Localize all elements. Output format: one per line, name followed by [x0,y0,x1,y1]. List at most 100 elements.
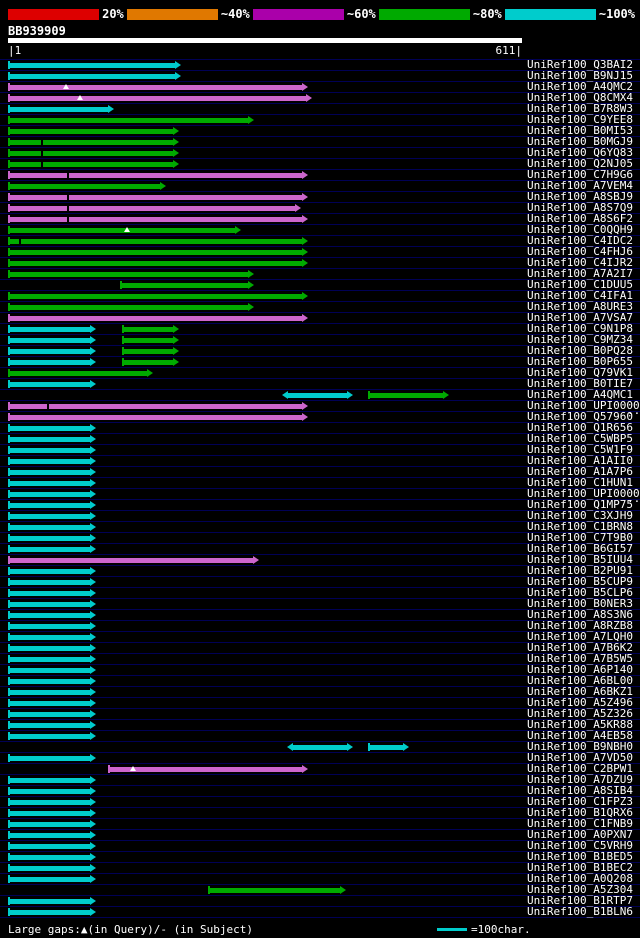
hit-label[interactable]: UniRef100_A7A2I7 [527,267,633,280]
hit-label[interactable]: UniRef100_B0MI53 [527,124,633,137]
hit-label[interactable]: UniRef100_A5KR88 [527,718,633,731]
hit-bar-segment[interactable] [8,181,167,191]
hit-label[interactable]: UniRef100_Q2NJ05 [527,157,633,170]
hit-bar-segment[interactable] [8,445,96,455]
hit-bar-segment[interactable] [8,665,96,675]
hit-bar-segment[interactable] [8,434,96,444]
hit-label[interactable]: UniRef100_A7B6K2 [527,641,633,654]
hit-label[interactable]: UniRef100_C4IJR2 [527,256,633,269]
hit-bar-segment[interactable] [8,731,96,741]
hit-bar-segment[interactable] [8,533,96,543]
hit-bar-segment[interactable] [8,313,309,323]
hit-label[interactable]: UniRef100_A7VSA7 [527,311,633,324]
hit-bar-segment[interactable] [8,159,179,169]
hit-label[interactable]: UniRef100_A7LQH0 [527,630,633,643]
hit-bar-segment[interactable] [8,808,96,818]
hit-bar-segment[interactable] [122,335,179,345]
hit-bar-segment[interactable] [8,709,96,719]
hit-bar-segment[interactable] [8,544,96,554]
hit-label[interactable]: UniRef100_A8RZB8 [527,619,633,632]
hit-bar-segment[interactable] [8,225,242,235]
hit-bar-segment[interactable] [8,797,96,807]
hit-bar-segment[interactable] [8,170,309,180]
hit-bar-segment[interactable] [8,247,309,257]
hit-bar-segment[interactable] [122,357,179,367]
hit-label[interactable]: UniRef100_A1AII0 [527,454,633,467]
hit-label[interactable]: UniRef100_B0P655 [527,355,633,368]
hit-bar-segment[interactable] [8,852,96,862]
hit-bar-segment[interactable] [8,126,179,136]
hit-label[interactable]: UniRef100_B1BED5 [527,850,633,863]
hit-label[interactable]: UniRef100_Q3BAI2 [527,58,633,71]
hit-label[interactable]: UniRef100_A8URE3 [527,300,633,313]
hit-label[interactable]: UniRef100_B0TIE7 [527,377,633,390]
hit-label[interactable]: UniRef100_C4IDC2 [527,234,633,247]
hit-bar-segment[interactable] [8,621,96,631]
hit-label[interactable]: UniRef100_Q8CMX4 [527,91,633,104]
hit-bar-segment[interactable] [8,830,96,840]
hit-label[interactable]: UniRef100_A4QMC1 [527,388,633,401]
hit-bar-segment[interactable] [8,269,254,279]
hit-bar-segment[interactable] [8,522,96,532]
hit-label[interactable]: UniRef100_A0PXN7 [527,828,633,841]
hit-bar-segment[interactable] [8,775,96,785]
hit-bar-segment[interactable] [8,379,96,389]
hit-label[interactable]: UniRef100_C7H9G6 [527,168,633,181]
hit-label[interactable]: UniRef100_Q79VK1 [527,366,633,379]
hit-label[interactable]: UniRef100_A4EB58 [527,729,633,742]
hit-label[interactable]: UniRef100_C4IFA1 [527,289,633,302]
hit-bar-segment[interactable] [8,467,96,477]
hit-bar-segment[interactable] [8,610,96,620]
hit-bar-segment[interactable] [8,71,182,81]
hit-label[interactable]: UniRef100_C9MZ34 [527,333,633,346]
hit-bar-segment[interactable] [8,401,309,411]
hit-label[interactable]: UniRef100_A8SIB4 [527,784,633,797]
hit-label[interactable]: UniRef100_Q57960 [527,410,633,423]
hit-label[interactable]: UniRef100_C1DUU5 [527,278,633,291]
hit-label[interactable]: UniRef100_B7R8W3 [527,102,633,115]
hit-label[interactable]: UniRef100_A5Z304 [527,883,633,896]
hit-bar-segment[interactable] [287,742,353,752]
hit-label[interactable]: UniRef100_C2BPW1 [527,762,633,775]
hit-bar-segment[interactable] [8,907,96,917]
hit-label[interactable]: UniRef100_C5VRH9 [527,839,633,852]
hit-bar-segment[interactable] [8,456,96,466]
hit-bar-segment[interactable] [8,643,96,653]
hit-bar-segment[interactable] [8,203,301,213]
hit-bar-segment[interactable] [8,720,96,730]
hit-label[interactable]: UniRef100_A1A7P6 [527,465,633,478]
hit-label[interactable]: UniRef100_A6P140 [527,663,633,676]
hit-label[interactable]: UniRef100_A7DZU9 [527,773,633,786]
hit-label[interactable]: UniRef100_B0PQ28 [527,344,633,357]
hit-bar-segment[interactable] [282,390,353,400]
hit-label[interactable]: UniRef100_A6BKZ1 [527,685,633,698]
hit-bar-segment[interactable] [8,60,182,70]
hit-label[interactable]: UniRef100_A8S3N6 [527,608,633,621]
hit-label[interactable]: UniRef100_C1FPZ3 [527,795,633,808]
hit-label[interactable]: UniRef100_C5WBP5 [527,432,633,445]
hit-label[interactable]: UniRef100_B5CLP6 [527,586,633,599]
hit-bar-segment[interactable] [8,841,96,851]
hit-label[interactable]: UniRef100_UPI0000 [527,399,640,412]
hit-label[interactable]: UniRef100_Q6YQ83 [527,146,633,159]
hit-label[interactable]: UniRef100_B9NJ15 [527,69,633,82]
hit-bar-segment[interactable] [8,148,179,158]
hit-bar-segment[interactable] [367,742,410,752]
hit-label[interactable]: UniRef100_B0NER3 [527,597,633,610]
hit-label[interactable]: UniRef100_Q1MP75 [527,498,633,511]
hit-bar-segment[interactable] [8,566,96,576]
hit-bar-segment[interactable] [8,874,96,884]
hit-bar-segment[interactable] [8,291,309,301]
hit-bar-segment[interactable] [8,500,96,510]
hit-label[interactable]: UniRef100_C9YEE8 [527,113,633,126]
hit-bar-segment[interactable] [8,819,96,829]
hit-label[interactable]: UniRef100_A4QMC2 [527,80,633,93]
hit-bar-segment[interactable] [8,236,309,246]
hit-label[interactable]: UniRef100_C1HUN1 [527,476,633,489]
hit-label[interactable]: UniRef100_A7VEM4 [527,179,633,192]
hit-label[interactable]: UniRef100_Q1R656 [527,421,633,434]
hit-label[interactable]: UniRef100_B2PU91 [527,564,633,577]
hit-label[interactable]: UniRef100_A7VD50 [527,751,633,764]
hit-bar-segment[interactable] [8,555,259,565]
hit-label[interactable]: UniRef100_A6BL00 [527,674,633,687]
